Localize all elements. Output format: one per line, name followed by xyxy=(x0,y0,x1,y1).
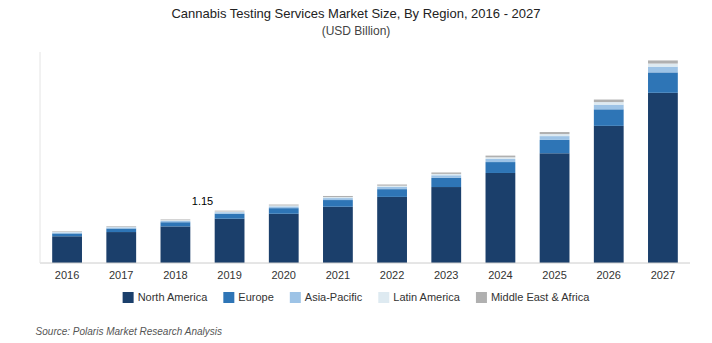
bar-segment xyxy=(648,67,678,73)
bar-segment xyxy=(215,210,245,212)
bar-segment xyxy=(431,178,461,187)
x-tick-label: 2027 xyxy=(651,269,675,281)
bar-segment xyxy=(377,197,407,263)
bar-segment xyxy=(269,205,299,207)
legend-item: Latin America xyxy=(378,291,461,303)
legend-item: Middle East & Africa xyxy=(476,291,590,303)
bar-segment xyxy=(323,200,353,207)
bar-segment xyxy=(106,227,136,228)
bar-segment xyxy=(431,172,461,173)
bar-segment xyxy=(269,208,299,214)
x-tick-label: 2020 xyxy=(272,269,296,281)
bar-segment xyxy=(486,159,516,162)
bar-segment xyxy=(161,221,191,222)
bar-segment xyxy=(486,157,516,159)
bar-segment xyxy=(106,226,136,228)
chart: Cannabis Testing Services Market Size, B… xyxy=(0,0,712,343)
legend-swatch xyxy=(476,292,487,303)
legend-item: North America xyxy=(123,291,209,303)
x-tick-label: 2019 xyxy=(217,269,241,281)
bar-segment xyxy=(594,102,624,105)
legend-swatch xyxy=(290,292,301,303)
bar-segment xyxy=(161,226,191,263)
legend-label: Middle East & Africa xyxy=(491,291,590,303)
bar-segment xyxy=(648,93,678,263)
bar-segment xyxy=(323,197,353,198)
subtitle: (USD Billion) xyxy=(322,24,391,38)
bar-segment xyxy=(540,132,570,134)
bar-segment xyxy=(431,175,461,178)
bar-segment xyxy=(486,162,516,173)
bar-segment xyxy=(323,207,353,263)
bar-segment xyxy=(431,187,461,263)
bar-segment xyxy=(323,196,353,197)
x-tick-label: 2022 xyxy=(380,269,404,281)
legend-label: Latin America xyxy=(393,291,461,303)
x-tick-label: 2018 xyxy=(163,269,187,281)
bar-segment xyxy=(161,219,191,221)
bar-segment xyxy=(431,174,461,175)
bar-segment xyxy=(52,233,82,236)
bars xyxy=(52,60,678,263)
bar-segment xyxy=(486,173,516,263)
legend-swatch xyxy=(223,292,234,303)
legend-swatch xyxy=(123,292,134,303)
bar-segment xyxy=(648,64,678,67)
bar-segment xyxy=(52,231,82,233)
bar-segment xyxy=(215,212,245,214)
bar-segment xyxy=(215,219,245,263)
bar-segment xyxy=(215,211,245,213)
bar-segment xyxy=(323,198,353,200)
bar-segment xyxy=(540,134,570,136)
bar-segment xyxy=(648,72,678,92)
x-axis-line xyxy=(40,263,690,264)
legend-label: Asia-Pacific xyxy=(305,291,363,303)
legend-label: Europe xyxy=(238,291,273,303)
bar-segment xyxy=(215,214,245,219)
bar-segment xyxy=(540,136,570,140)
x-tick-label: 2024 xyxy=(488,269,512,281)
bar-segment xyxy=(540,140,570,153)
bar-segment xyxy=(106,232,136,263)
x-tick-label: 2025 xyxy=(542,269,566,281)
bar-segment xyxy=(106,226,136,228)
bar-segment xyxy=(269,206,299,208)
bar-segment xyxy=(594,105,624,110)
bar-segment xyxy=(540,153,570,263)
bar-segment xyxy=(52,236,82,263)
legend-label: North America xyxy=(138,291,209,303)
bar-segment xyxy=(377,189,407,197)
legend-item: Europe xyxy=(223,291,273,303)
bar-segment xyxy=(648,60,678,63)
source: Source: Polaris Market Research Analysis xyxy=(36,326,222,337)
legend: North America Europe Asia-Pacific Latin Ame… xyxy=(123,291,591,303)
bar-segment xyxy=(269,214,299,263)
x-tick-label: 2017 xyxy=(109,269,133,281)
bar-segment xyxy=(52,232,82,233)
y-axis-line xyxy=(40,52,41,263)
bar-segment xyxy=(594,126,624,263)
bar-segment xyxy=(269,204,299,206)
x-tick-label: 2016 xyxy=(55,269,79,281)
x-tick-label: 2021 xyxy=(326,269,350,281)
bar-segment xyxy=(106,229,136,233)
bar-segment xyxy=(486,156,516,158)
bar-segment xyxy=(377,186,407,187)
x-tick-label: 2026 xyxy=(597,269,621,281)
legend-swatch xyxy=(378,292,389,303)
bar-segment xyxy=(161,222,191,226)
annotation: 1.15 xyxy=(192,195,213,207)
title: Cannabis Testing Services Market Size, B… xyxy=(171,6,540,21)
x-tick-label: 2023 xyxy=(434,269,458,281)
legend-item: Asia-Pacific xyxy=(290,291,363,303)
bar-segment xyxy=(377,185,407,186)
bar-segment xyxy=(161,220,191,222)
bar-segment xyxy=(377,187,407,189)
bar-segment xyxy=(52,231,82,233)
bar-segment xyxy=(594,100,624,103)
bar-segment xyxy=(594,109,624,126)
